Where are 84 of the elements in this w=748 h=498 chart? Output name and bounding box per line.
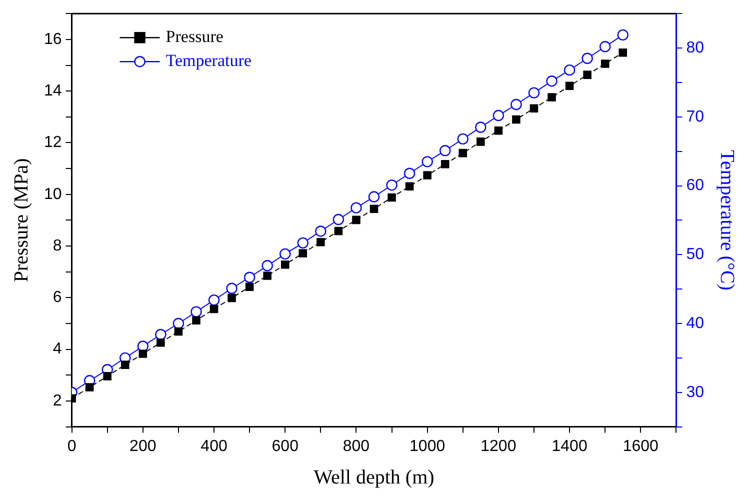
y-tick-label: 6 [52,289,62,306]
point [120,360,130,369]
point [138,350,148,358]
point [617,29,628,41]
y-axis-title: Pressure (MPa) [10,158,32,282]
point [388,193,396,202]
point [174,327,183,336]
point [210,304,218,314]
x-tick-label: 200 [130,438,156,455]
point [262,260,273,272]
y-tick-label: 16 [44,30,62,48]
point [156,338,165,347]
point [334,226,343,236]
point [600,60,610,68]
point [475,122,486,133]
y2-axis-title: Temperature (°C) [716,150,738,290]
x-tick-label: 1400 [552,438,588,455]
point [492,110,504,122]
point [458,148,468,158]
y-tick-label: 14 [44,82,62,100]
y-tick-label: 8 [52,237,62,254]
point [244,272,256,283]
point [440,160,450,168]
y-tick-label: 4 [52,340,62,358]
point [368,191,380,202]
x-tick-label: 1600 [622,438,659,455]
x-axis-title: Well depth (m) [314,466,434,488]
point [404,168,416,179]
x-tick-label: 600 [272,438,299,455]
point [228,294,236,302]
y2-tick-label: 80 [686,39,704,56]
point [510,98,522,110]
legend-label: Temperature [166,51,252,70]
x-tick-label: 800 [342,438,370,455]
point [440,145,451,156]
point [476,138,485,146]
point [350,202,362,214]
point [298,249,308,258]
point [226,282,238,294]
point [528,87,540,98]
y2-tick-label: 70 [686,108,704,126]
point [103,372,112,380]
x-tick-label: 1200 [480,438,516,455]
point [512,115,520,124]
point [422,156,433,168]
point [423,171,432,180]
point [192,316,200,325]
point [280,248,291,260]
point [530,104,538,113]
point [245,282,254,291]
point [582,52,593,64]
point [618,48,628,57]
point [332,214,344,226]
point [599,41,611,52]
x-tick-label: 0 [67,438,76,455]
point [494,126,503,135]
point [280,260,290,269]
point [405,182,414,191]
point [85,383,94,392]
point [190,306,202,318]
y2-tick-label: 30 [686,384,704,401]
y2-tick-label: 50 [686,246,704,264]
y-tick-label: 12 [44,134,62,152]
y2-tick-label: 40 [686,314,704,332]
point [263,272,272,280]
point [316,238,325,246]
point [386,179,398,191]
point [565,82,574,90]
y-tick-label: 10 [44,186,62,203]
point [315,226,326,237]
y-tick-label: 2 [52,392,62,410]
point [548,93,556,102]
point [457,133,468,145]
point [208,294,220,306]
point [583,70,592,79]
point [546,75,558,87]
x-tick-label: 400 [200,438,228,455]
point [352,216,360,224]
x-tick-label: 1000 [410,438,446,455]
point [564,64,576,76]
legend-label: Pressure [166,27,224,46]
point [370,204,378,213]
point [297,237,308,249]
y2-tick-label: 60 [686,177,704,194]
